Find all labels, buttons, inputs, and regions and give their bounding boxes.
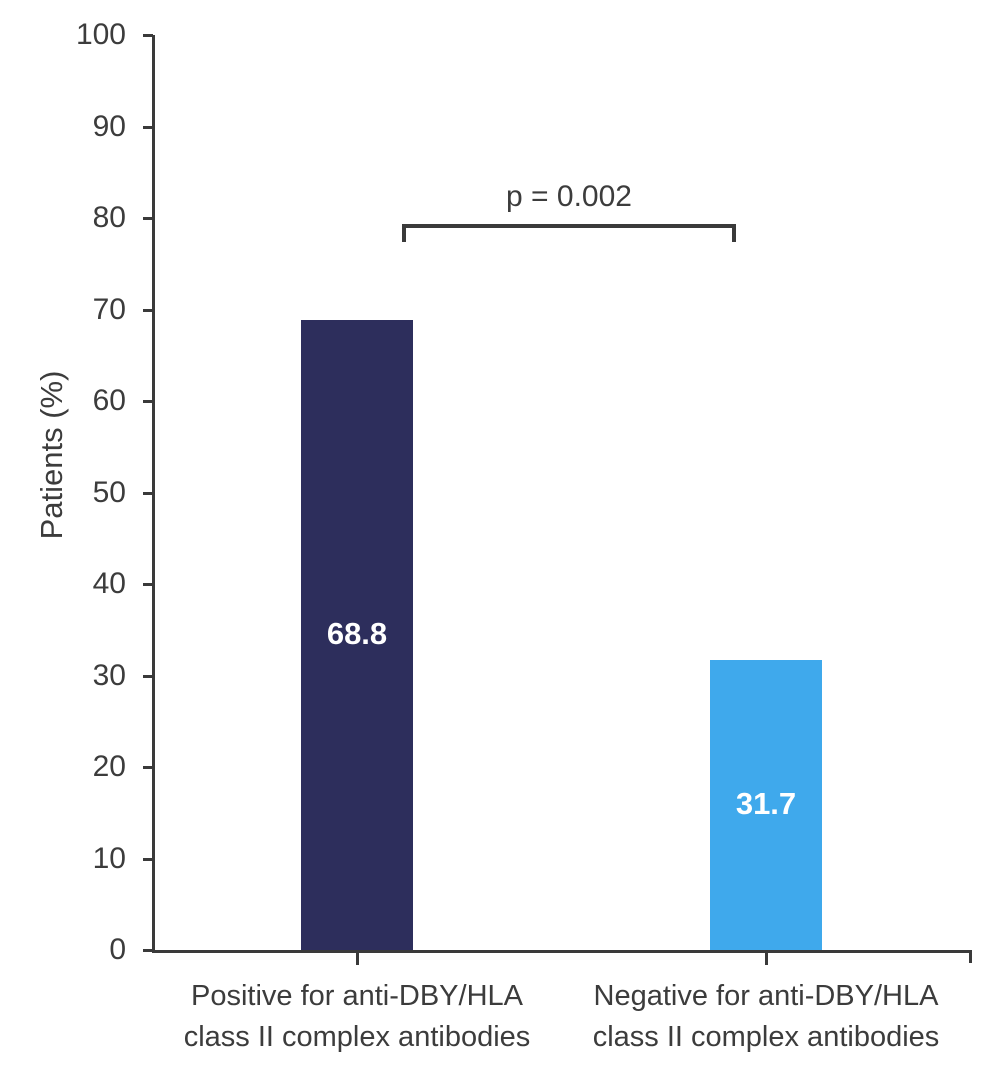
y-tick — [143, 34, 153, 37]
category-label-line: class II complex antibodies — [592, 1021, 940, 1053]
bar-positive: 68.8 — [301, 320, 413, 950]
y-tick — [143, 308, 153, 312]
x-tick — [356, 953, 359, 965]
y-tick — [143, 217, 153, 220]
y-axis-line — [152, 35, 155, 953]
y-tick — [143, 674, 153, 678]
y-tick — [143, 949, 153, 952]
y-tick-label: 0 — [109, 933, 126, 966]
category-label-line: Positive for anti-DBY/HLA — [190, 980, 523, 1012]
y-tick — [143, 857, 153, 861]
y-tick — [143, 766, 153, 769]
y-tick-label: 10 — [92, 841, 126, 875]
x-axis-line — [152, 950, 972, 953]
y-tick-label: 30 — [92, 658, 126, 692]
y-tick-label: 60 — [92, 384, 126, 417]
y-tick — [143, 400, 153, 403]
category-label-positive: Positive for anti-DBY/HLA class II comple… — [127, 976, 587, 1058]
y-tick — [143, 125, 153, 129]
category-label-negative: Negative for anti-DBY/HLA class II comple… — [536, 976, 996, 1058]
x-axis-end-tick — [969, 950, 972, 963]
significance-bracket — [402, 224, 736, 242]
y-tick-label: 70 — [92, 292, 126, 326]
bar-negative: 31.7 — [710, 660, 822, 950]
category-label-line: Negative for anti-DBY/HLA — [593, 980, 939, 1012]
y-tick-label: 80 — [92, 201, 126, 234]
bar-value-label: 31.7 — [735, 786, 797, 821]
p-value-label: p = 0.002 — [506, 180, 632, 213]
y-tick-label: 40 — [92, 567, 126, 600]
y-tick-label: 90 — [92, 109, 126, 143]
y-tick — [143, 583, 153, 586]
bar-value-label: 68.8 — [326, 616, 388, 651]
y-tick — [143, 491, 153, 495]
category-label-line: class II complex antibodies — [183, 1021, 531, 1053]
x-tick — [765, 953, 768, 965]
y-tick-label: 20 — [92, 750, 126, 783]
y-tick-label: 50 — [92, 475, 126, 509]
y-tick-label: 100 — [75, 18, 126, 51]
